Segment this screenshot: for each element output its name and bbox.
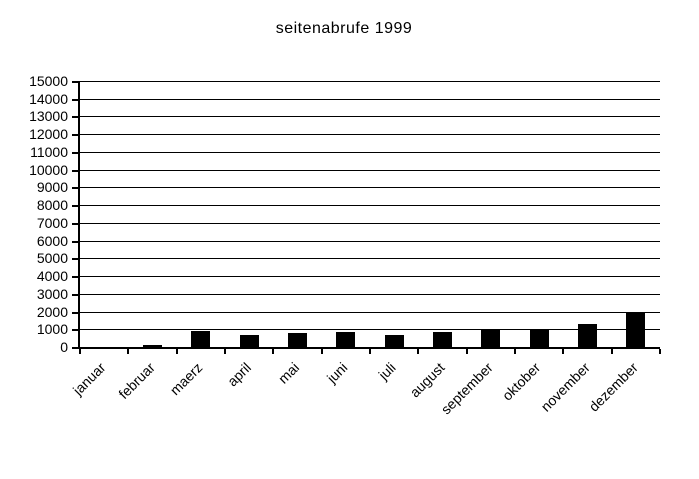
gridline-14000 (80, 99, 660, 100)
bar-juli (385, 335, 404, 347)
bar-februar (143, 345, 162, 347)
y-axis-tick (72, 258, 80, 260)
bar-maerz (191, 331, 210, 347)
gridline-3000 (80, 294, 660, 295)
y-axis-tick (72, 81, 80, 83)
y-axis-tick (72, 276, 80, 278)
bar-dezember (626, 313, 645, 347)
y-axis-label: 1000 (36, 321, 68, 337)
y-axis-label: 15000 (29, 73, 68, 89)
y-axis-tick (72, 205, 80, 207)
bar-september (481, 330, 500, 347)
y-axis-tick (72, 347, 80, 349)
y-axis-line (78, 81, 80, 349)
gridline-1000 (80, 329, 660, 330)
y-axis-label: 13000 (29, 108, 68, 124)
x-axis-tick (659, 349, 661, 354)
y-axis-label: 9000 (36, 179, 68, 195)
y-axis-tick (72, 329, 80, 331)
chart-title: seitenabrufe 1999 (275, 20, 413, 37)
x-axis-tick (272, 349, 274, 354)
x-axis-tick (514, 349, 516, 354)
x-axis-label-april: april (223, 359, 254, 390)
x-axis-tick (176, 349, 178, 354)
gridline-10000 (80, 170, 660, 171)
y-axis-label: 2000 (36, 304, 68, 320)
gridline-15000 (80, 81, 660, 82)
x-axis-tick (562, 349, 564, 354)
x-axis-tick (466, 349, 468, 354)
gridline-9000 (80, 187, 660, 188)
x-axis-label-september: september (437, 359, 496, 418)
x-axis-tick (321, 349, 323, 354)
y-axis-tick (72, 152, 80, 154)
x-axis-label-dezember: dezember (585, 359, 641, 415)
gridline-13000 (80, 116, 660, 117)
x-axis-tick (369, 349, 371, 354)
x-axis-tick (417, 349, 419, 354)
y-axis-label: 0 (60, 339, 68, 355)
x-axis-label-januar: januar (69, 359, 109, 399)
bar-oktober (530, 330, 549, 347)
x-axis-label-juli: juli (375, 359, 399, 383)
y-axis-tick (72, 187, 80, 189)
y-axis-label: 11000 (30, 144, 68, 160)
y-axis-label: 4000 (36, 268, 68, 284)
x-axis-tick (611, 349, 613, 354)
gridline-5000 (80, 258, 660, 259)
x-axis-tick (127, 349, 129, 354)
y-axis-tick (72, 241, 80, 243)
gridline-7000 (80, 223, 660, 224)
x-axis-tick (79, 349, 81, 354)
bar-november (578, 324, 597, 347)
x-axis-label-juni: juni (323, 359, 351, 387)
y-axis-tick (72, 99, 80, 101)
y-axis-label: 6000 (36, 233, 68, 249)
x-axis-label-maerz: maerz (166, 359, 206, 399)
x-axis-line (78, 347, 660, 349)
y-axis-label: 14000 (29, 91, 68, 107)
y-axis-tick (72, 294, 80, 296)
bar-mai (288, 333, 307, 347)
y-axis-label: 5000 (36, 250, 68, 266)
gridline-8000 (80, 205, 660, 206)
x-axis-label-februar: februar (114, 359, 158, 402)
bar-juni (336, 332, 355, 347)
y-axis-tick (72, 134, 80, 136)
x-axis-label-august: august (406, 359, 448, 401)
y-axis-label: 8000 (36, 197, 68, 213)
gridline-11000 (80, 152, 660, 153)
x-axis-label-mai: mai (275, 359, 303, 387)
y-axis-tick (72, 312, 80, 314)
x-axis-label-november: november (537, 359, 593, 415)
gridline-6000 (80, 241, 660, 242)
y-axis-label: 7000 (36, 215, 68, 231)
y-axis-label: 12000 (29, 126, 68, 142)
y-axis-label: 3000 (36, 286, 68, 302)
gridline-2000 (80, 312, 660, 313)
gridline-12000 (80, 134, 660, 135)
y-axis-tick (72, 170, 80, 172)
y-axis-tick (72, 223, 80, 225)
y-axis-tick (72, 116, 80, 118)
bar-august (433, 332, 452, 347)
y-axis-label: 10000 (29, 162, 68, 178)
gridline-4000 (80, 276, 660, 277)
bar-april (240, 335, 259, 347)
x-axis-label-oktober: oktober (499, 359, 544, 404)
x-axis-tick (224, 349, 226, 354)
